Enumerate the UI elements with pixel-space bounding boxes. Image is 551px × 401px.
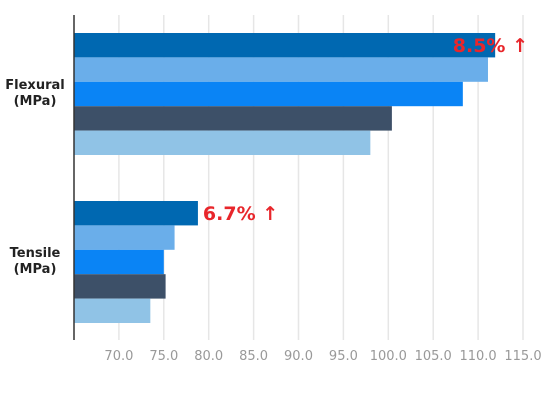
x-tick-label: 115.0 — [504, 349, 541, 364]
x-tick-label: 100.0 — [370, 349, 407, 364]
annotation: 6.7% ↑ — [203, 203, 278, 225]
bar — [74, 274, 166, 299]
bar — [74, 106, 392, 131]
x-tick-label: 80.0 — [194, 349, 223, 364]
bar — [74, 225, 175, 250]
x-tick-label: 105.0 — [415, 349, 452, 364]
bar — [74, 298, 151, 323]
bar — [74, 57, 488, 82]
x-tick-label: 70.0 — [104, 349, 133, 364]
bar — [74, 249, 164, 275]
x-tick-label: 75.0 — [149, 349, 178, 364]
annotation: 8.5% ↑ — [453, 35, 528, 57]
x-tick-label: 90.0 — [284, 349, 313, 364]
x-tick-label: 110.0 — [459, 349, 496, 364]
category-label: Flexural (MPa) — [5, 78, 65, 109]
bar — [74, 201, 198, 226]
bar — [74, 81, 463, 107]
x-tick-label: 95.0 — [329, 349, 358, 364]
bar — [74, 130, 371, 155]
x-tick-label: 85.0 — [239, 349, 268, 364]
category-label: Tensile (MPa) — [9, 246, 61, 277]
bar — [74, 33, 496, 58]
